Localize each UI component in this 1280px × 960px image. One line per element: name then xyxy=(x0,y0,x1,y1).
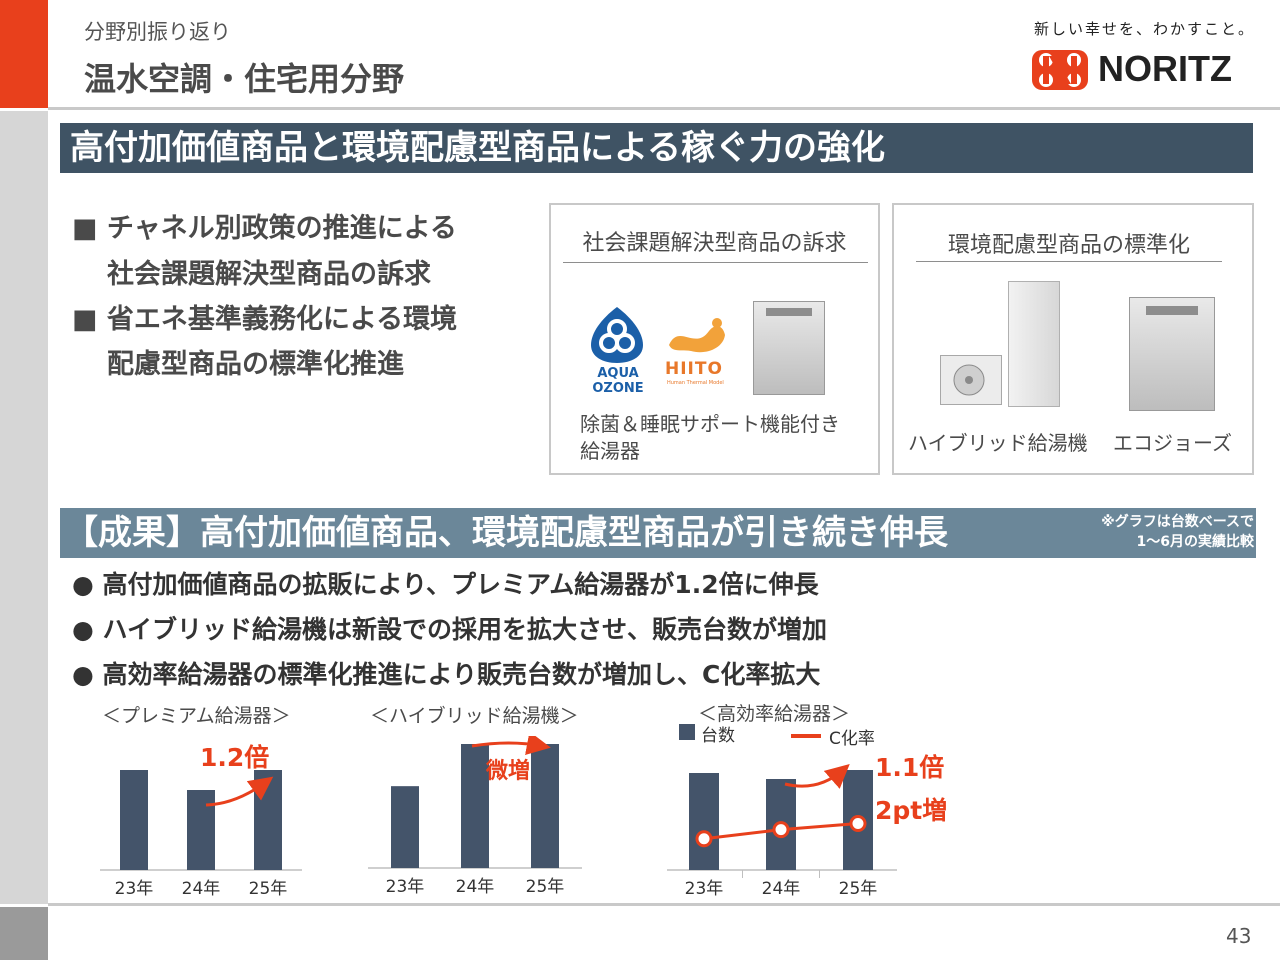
bar xyxy=(689,773,719,870)
square-bullet-icon: ■ xyxy=(72,213,98,244)
accent-bar-top xyxy=(0,0,48,108)
hiito-logo-subtext: Human Thermal Model xyxy=(667,380,724,386)
bullet-text: ハイブリッド給湯機は新設での採用を拡大させ、販売台数が増加 xyxy=(102,615,828,644)
hybrid-heater-chart: 23年 24年 25年 微増 xyxy=(368,736,582,897)
annotation-label: 1.1倍 xyxy=(875,753,944,782)
brand-name: NORITZ xyxy=(1098,48,1232,89)
circle-bullet-icon: ● xyxy=(72,660,94,689)
ecojozu-caption: エコジョーズ xyxy=(1113,431,1232,455)
annotation-label-2: 2pt増 xyxy=(875,796,947,825)
panel-divider xyxy=(916,261,1222,262)
bar xyxy=(120,770,148,870)
chart-note: ※グラフは台数ベースで 1～6月の実績比較 xyxy=(1101,514,1254,550)
circle-bullet-icon: ● xyxy=(72,570,94,599)
c-ratio-point xyxy=(695,830,713,848)
legend-bar-swatch xyxy=(679,724,695,740)
page-number: 43 xyxy=(1226,924,1252,948)
high-efficiency-heater-chart: 23年 24年 25年 1.1倍 2pt増 xyxy=(667,753,947,899)
product-caption: 除菌＆睡眠サポート機能付き xyxy=(580,412,840,436)
chart-title-hybrid: ＜ハイブリッド給湯機＞ xyxy=(370,705,579,727)
product-caption-cont: 給湯器 xyxy=(580,439,640,463)
square-bullet-icon: ■ xyxy=(72,304,98,335)
bar xyxy=(391,786,419,868)
accent-bar-bottom xyxy=(0,907,48,960)
bullet-text-cont: 配慮型商品の標準化推進 xyxy=(107,349,404,380)
x-tick-label: 25年 xyxy=(249,879,288,899)
x-tick-label: 23年 xyxy=(685,879,724,899)
growth-arrow xyxy=(471,736,551,756)
legend-line-swatch xyxy=(791,734,821,738)
annotation-label: 1.2倍 xyxy=(200,743,269,772)
legend-bar-label: 台数 xyxy=(701,726,735,746)
heat-pump-unit-image xyxy=(940,355,1002,405)
x-tick-label: 24年 xyxy=(456,877,495,897)
brand-tagline: 新しい幸せを、わかすこと。 xyxy=(1034,20,1256,38)
panel-title: 社会課題解決型商品の訴求 xyxy=(582,231,847,256)
chart-title-high-efficiency: ＜高効率給湯器＞ xyxy=(698,703,851,725)
annotation-label: 微増 xyxy=(485,758,530,784)
header-divider xyxy=(48,107,1280,110)
bullet-text: 省エネ基準義務化による環境 xyxy=(106,304,458,335)
eco-jozu-heater-image xyxy=(1129,297,1215,411)
x-tick-label: 24年 xyxy=(762,879,801,899)
premium-heater-chart: 23年 24年 25年 1.2倍 xyxy=(100,743,302,899)
water-heater-image xyxy=(753,301,825,395)
footer-divider xyxy=(48,903,1280,906)
bullet-text: 高付加価値商品の拡販により、プレミアム給湯器が1.2倍に伸長 xyxy=(102,570,819,599)
c-ratio-point xyxy=(849,815,867,833)
panel-title: 環境配慮型商品の標準化 xyxy=(947,233,1190,258)
c-ratio-point xyxy=(772,821,790,839)
x-tick-label: 24年 xyxy=(182,879,221,899)
x-tick-label: 23年 xyxy=(386,877,425,897)
x-tick-label: 25年 xyxy=(526,877,565,897)
circle-bullet-icon: ● xyxy=(72,615,94,644)
bar xyxy=(531,744,559,868)
result-bullet-3: ● 高効率給湯器の標準化推進により販売台数が増加し、C化率拡大 xyxy=(72,655,820,691)
section-banner: 高付加価値商品と環境配慮型商品による稼ぐ力の強化 xyxy=(60,123,1253,173)
noritz-logo-icon xyxy=(1032,50,1088,90)
hot-water-tank-image xyxy=(1008,281,1060,407)
result-bullet-1: ● 高付加価値商品の拡販により、プレミアム給湯器が1.2倍に伸長 xyxy=(72,565,819,601)
aqua-ozone-logo-icon xyxy=(591,307,643,363)
hybrid-caption: ハイブリッド給湯機 xyxy=(908,431,1088,455)
growth-arrow xyxy=(205,776,274,807)
growth-arrow xyxy=(784,764,850,789)
eco-product-panel: 環境配慮型商品の標準化 ハイブリッド給湯機 エコジョーズ xyxy=(892,203,1254,475)
bar xyxy=(254,770,282,870)
x-tick-label: 23年 xyxy=(115,879,154,899)
panel-divider xyxy=(563,262,868,263)
results-banner: 【成果】高付加価値商品、環境配慮型商品が引き続き伸長 xyxy=(60,508,948,558)
bullet-text: チャネル別政策の推進による xyxy=(106,213,457,244)
strategy-bullet-2: ■ 省エネ基準義務化による環境 xyxy=(72,297,457,336)
legend-line-label: C化率 xyxy=(829,729,875,749)
page-title: 温水空調・住宅用分野 xyxy=(84,60,405,98)
bullet-text-cont: 社会課題解決型商品の訴求 xyxy=(107,259,431,290)
section-label: 分野別振り返り xyxy=(84,20,231,44)
aqua-ozone-logo-text: AQUA OZONE xyxy=(592,366,644,396)
result-bullet-2: ● ハイブリッド給湯機は新設での採用を拡大させ、販売台数が増加 xyxy=(72,610,827,646)
chart-title-premium: ＜プレミアム給湯器＞ xyxy=(102,705,291,727)
strategy-bullet-1: ■ チャネル別政策の推進による xyxy=(72,206,457,245)
hiito-logo-icon xyxy=(669,318,725,353)
bar xyxy=(461,744,489,868)
bullet-text: 高効率給湯器の標準化推進により販売台数が増加し、C化率拡大 xyxy=(102,660,821,689)
accent-bar-middle xyxy=(0,111,48,904)
hiito-logo-text: HIITO xyxy=(665,359,723,379)
social-issue-panel: 社会課題解決型商品の訴求 AQUA OZONE HIITO Human Therm… xyxy=(549,203,880,475)
bar xyxy=(187,790,215,870)
x-tick-label: 25年 xyxy=(839,879,878,899)
results-banner-extension xyxy=(948,508,1256,558)
